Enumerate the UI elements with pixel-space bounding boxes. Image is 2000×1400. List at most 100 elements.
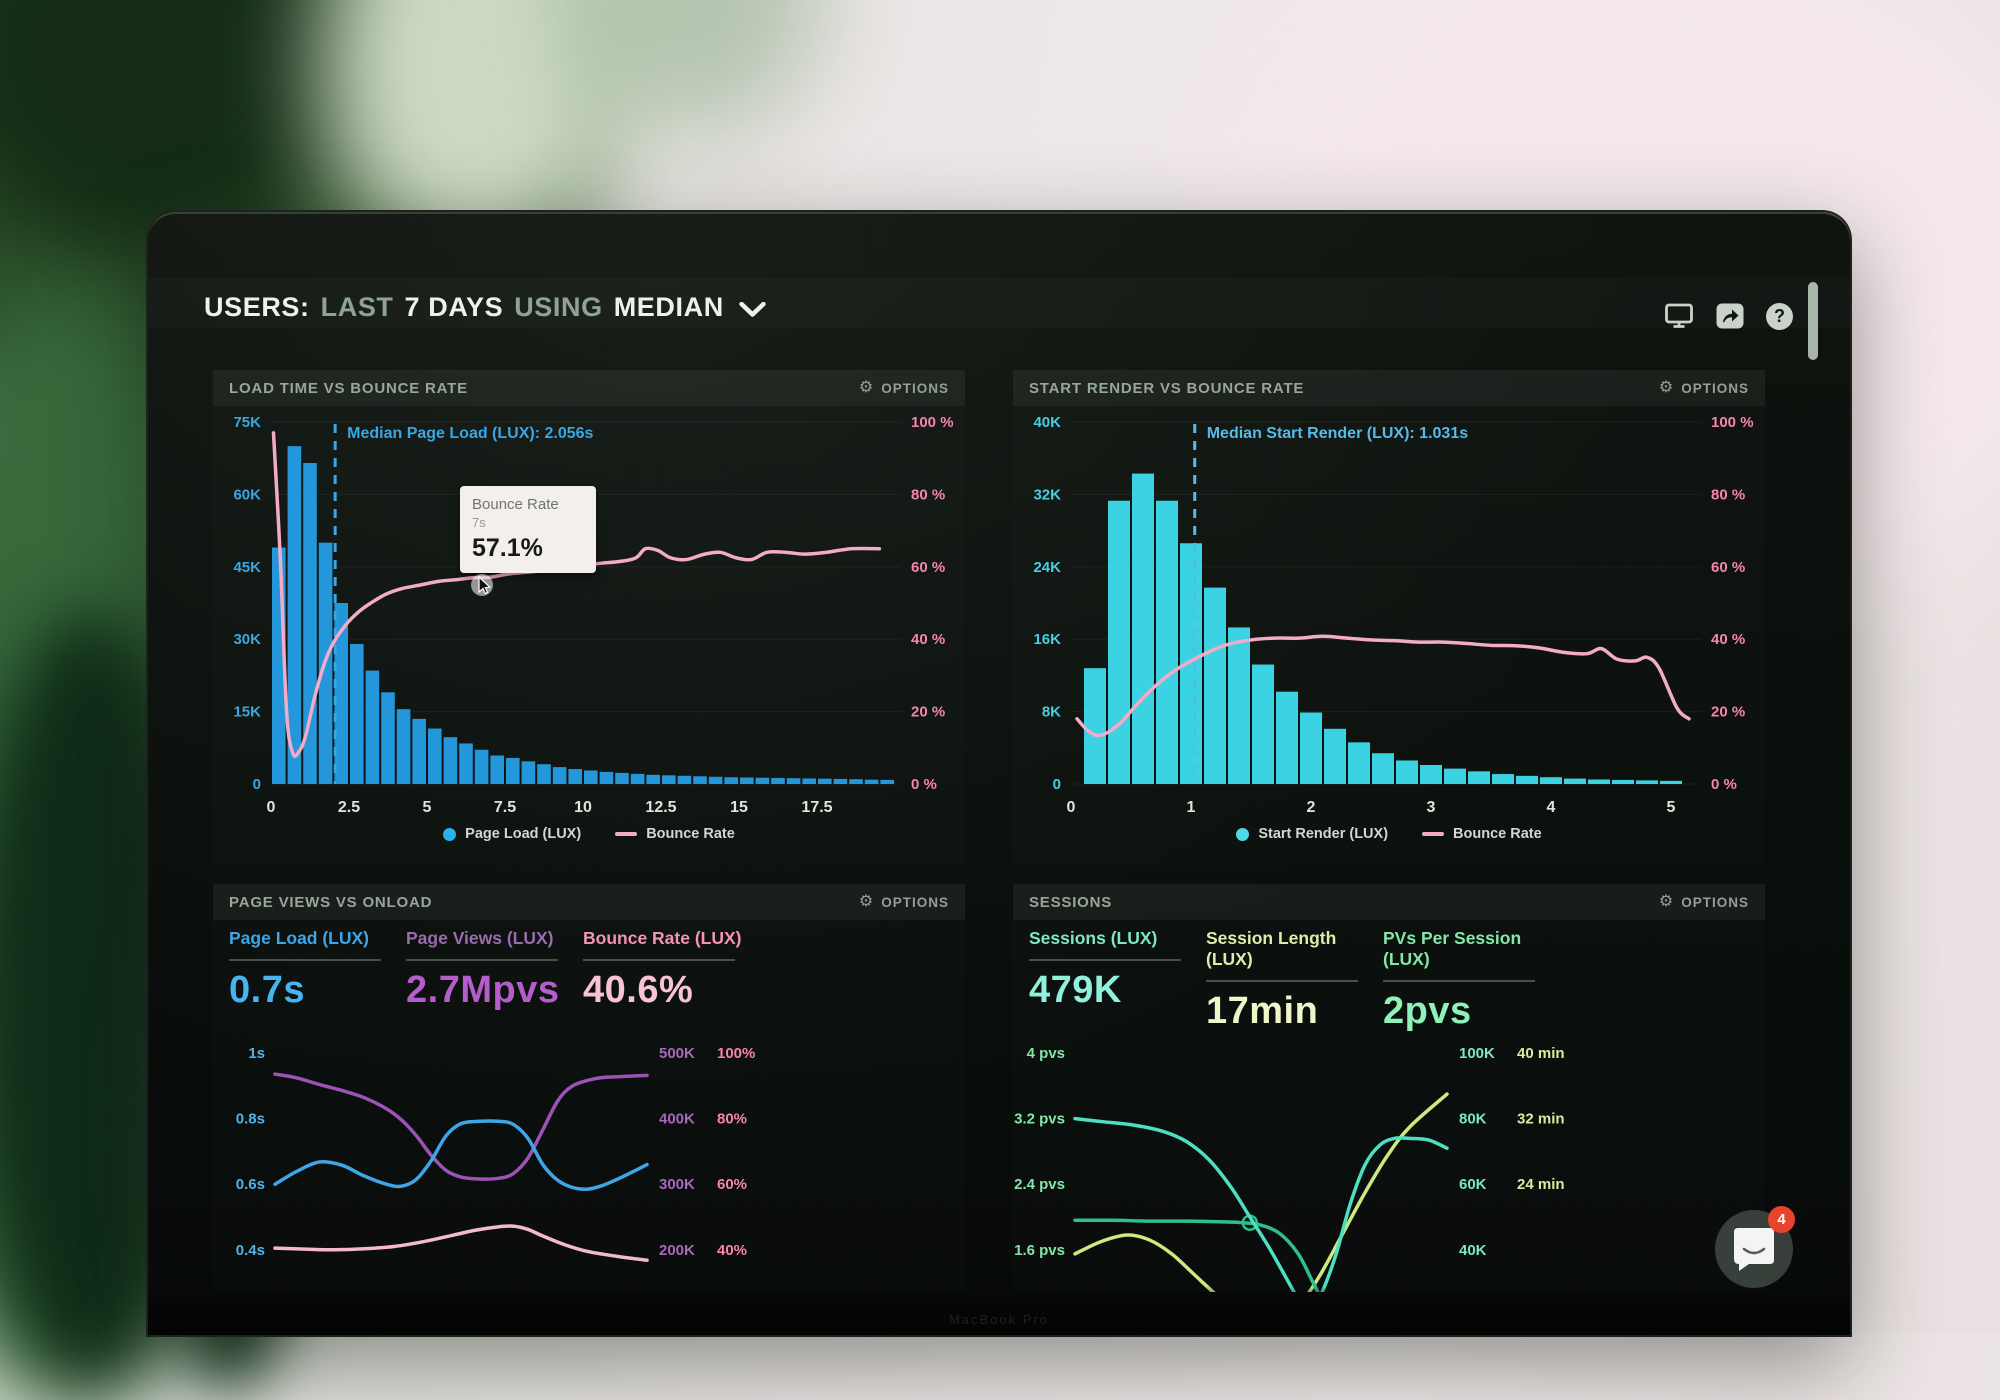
svg-text:20 %: 20 % <box>911 704 945 721</box>
panel-title: START RENDER VS BOUNCE RATE <box>1029 379 1305 397</box>
options-button[interactable]: ⚙ OPTIONS <box>1659 380 1749 396</box>
svg-text:2: 2 <box>1307 799 1316 816</box>
svg-text:60%: 60% <box>717 1176 747 1193</box>
svg-text:3: 3 <box>1427 799 1436 816</box>
chat-bubble-icon <box>1734 1228 1774 1271</box>
help-icon[interactable]: ? <box>1766 302 1793 330</box>
metric-underline <box>1029 959 1181 961</box>
page-views-chart-canvas[interactable]: 1s 500K 100% 0.8s 400K 80% 0.6s 300K 60% 0.4s 200K… <box>213 1024 965 1292</box>
options-button[interactable]: ⚙ OPTIONS <box>1659 894 1749 910</box>
svg-text:100K: 100K <box>1459 1045 1495 1062</box>
header-segment: USERS: <box>204 292 310 322</box>
tooltip-x-value: 7s <box>472 515 486 530</box>
gear-icon: ⚙ <box>1658 379 1675 396</box>
legend-item-bounce-rate[interactable]: Bounce Rate <box>615 826 735 842</box>
chart-legend: Page Load (LUX) Bounce Rate <box>213 826 965 842</box>
metrics-row: Sessions (LUX) 479K Session Length (LUX)… <box>1029 928 1560 1033</box>
chart-legend: Start Render (LUX) Bounce Rate <box>1013 826 1765 842</box>
metric-label: Bounce Rate (LUX) <box>583 928 742 948</box>
svg-text:40 %: 40 % <box>911 631 945 648</box>
svg-text:200K: 200K <box>659 1242 695 1259</box>
svg-text:100 %: 100 % <box>911 414 954 431</box>
svg-text:Median Start Render (LUX): 1.0: Median Start Render (LUX): 1.031s <box>1207 425 1469 442</box>
options-label: OPTIONS <box>1681 894 1749 910</box>
svg-text:24 min: 24 min <box>1517 1176 1565 1193</box>
header-segment: LAST <box>320 292 394 322</box>
toolbar: ? <box>1664 302 1793 330</box>
scrollbar-thumb[interactable] <box>1808 282 1818 360</box>
gear-icon: ⚙ <box>858 893 875 910</box>
svg-text:80K: 80K <box>1459 1111 1487 1128</box>
svg-text:0: 0 <box>267 799 276 816</box>
metric-underline <box>1383 980 1535 982</box>
metric-value: 40.6% <box>583 969 694 1011</box>
legend-item-bounce-rate[interactable]: Bounce Rate <box>1422 826 1542 842</box>
panel-title: SESSIONS <box>1029 893 1113 911</box>
legend-item-page-load[interactable]: Page Load (LUX) <box>443 826 581 842</box>
svg-text:0: 0 <box>1053 776 1061 793</box>
series-dot-icon <box>443 827 457 841</box>
panel-header: SESSIONS ⚙ OPTIONS <box>1013 884 1765 920</box>
metric-underline <box>229 959 381 961</box>
load-time-chart-canvas[interactable]: 75K 100 % 60K 80 % 45K 60 % 30K 40 % 15K 20 % 0 0 %… <box>213 406 965 826</box>
svg-text:0.6s: 0.6s <box>236 1176 265 1193</box>
metric-label: Page Views (LUX) <box>406 928 554 948</box>
metric-underline <box>583 959 735 961</box>
svg-text:40%: 40% <box>717 1242 747 1259</box>
svg-text:0 %: 0 % <box>911 776 937 793</box>
tooltip-value: 57.1% <box>472 534 543 562</box>
svg-text:2.4 pvs: 2.4 pvs <box>1014 1176 1065 1193</box>
svg-text:60 %: 60 % <box>1711 559 1745 576</box>
series-line-icon <box>1422 832 1445 836</box>
gear-icon: ⚙ <box>858 379 875 396</box>
metric-value: 2pvs <box>1383 990 1472 1032</box>
metric-label: Page Load (LUX) <box>229 928 370 948</box>
panel-title: PAGE VIEWS VS ONLOAD <box>229 893 433 911</box>
svg-text:32 min: 32 min <box>1517 1111 1565 1128</box>
svg-text:80 %: 80 % <box>1711 486 1745 503</box>
legend-item-start-render[interactable]: Start Render (LUX) <box>1236 826 1388 842</box>
sessions-chart-canvas[interactable]: 4 pvs 100K 40 min 3.2 pvs 80K 32 min 2.4 pvs 60… <box>1013 1024 1765 1292</box>
display-icon[interactable] <box>1664 302 1694 330</box>
svg-text:16K: 16K <box>1033 631 1061 648</box>
legend-label: Bounce Rate <box>646 826 735 842</box>
panel-header: START RENDER VS BOUNCE RATE ⚙ OPTIONS <box>1013 370 1765 406</box>
time-range-selector[interactable]: USERS: LAST 7 DAYS USING MEDIAN <box>204 292 766 323</box>
svg-text:300K: 300K <box>659 1176 695 1193</box>
svg-text:4: 4 <box>1547 799 1556 816</box>
metric-bounce-rate: Bounce Rate (LUX) 40.6% <box>583 928 760 1012</box>
metrics-row: Page Load (LUX) 0.7s Page Views (LUX) 2.… <box>229 928 760 1012</box>
svg-text:3.2 pvs: 3.2 pvs <box>1014 1111 1065 1128</box>
metric-underline <box>1206 980 1358 982</box>
svg-text:100%: 100% <box>717 1045 755 1062</box>
svg-text:40 %: 40 % <box>1711 631 1745 648</box>
svg-text:1: 1 <box>1187 799 1196 816</box>
svg-text:2.5: 2.5 <box>338 799 360 816</box>
options-button[interactable]: ⚙ OPTIONS <box>859 894 949 910</box>
metric-page-views: Page Views (LUX) 2.7Mpvs <box>406 928 583 1012</box>
svg-text:1s: 1s <box>248 1045 265 1062</box>
share-icon[interactable] <box>1716 303 1744 329</box>
svg-text:60 %: 60 % <box>911 559 945 576</box>
svg-text:17.5: 17.5 <box>801 799 832 816</box>
chat-launcher-button[interactable]: 4 <box>1715 1206 1795 1288</box>
svg-text:0: 0 <box>1067 799 1076 816</box>
header-segment: 7 DAYS <box>404 292 504 322</box>
metric-pvs-per-session: PVs Per Session (LUX) 2pvs <box>1383 928 1560 1033</box>
svg-text:45K: 45K <box>233 559 261 576</box>
device-label: MacBook Pro <box>948 1312 1050 1327</box>
panel-sessions: SESSIONS ⚙ OPTIONS Sessions (LUX) 479K S… <box>1013 884 1765 1292</box>
series-dot-icon <box>1236 827 1250 841</box>
svg-text:5: 5 <box>1667 799 1676 816</box>
options-button[interactable]: ⚙ OPTIONS <box>859 380 949 396</box>
metric-value: 2.7Mpvs <box>406 969 560 1011</box>
panel-load-time-vs-bounce-rate: LOAD TIME VS BOUNCE RATE ⚙ OPTIONS 75K 10… <box>213 370 965 866</box>
svg-text:20 %: 20 % <box>1711 704 1745 721</box>
metric-label: Sessions (LUX) <box>1029 928 1158 948</box>
metric-value: 0.7s <box>229 969 305 1011</box>
svg-text:80%: 80% <box>717 1111 747 1128</box>
chevron-down-icon <box>739 301 766 317</box>
metric-label: Session Length (LUX) <box>1206 928 1337 969</box>
start-render-chart-canvas[interactable]: 40K 100 % 32K 80 % 24K 60 % 16K 40 % 8K 20 % 0 0 % 0… <box>1013 406 1765 826</box>
options-label: OPTIONS <box>1681 380 1749 396</box>
